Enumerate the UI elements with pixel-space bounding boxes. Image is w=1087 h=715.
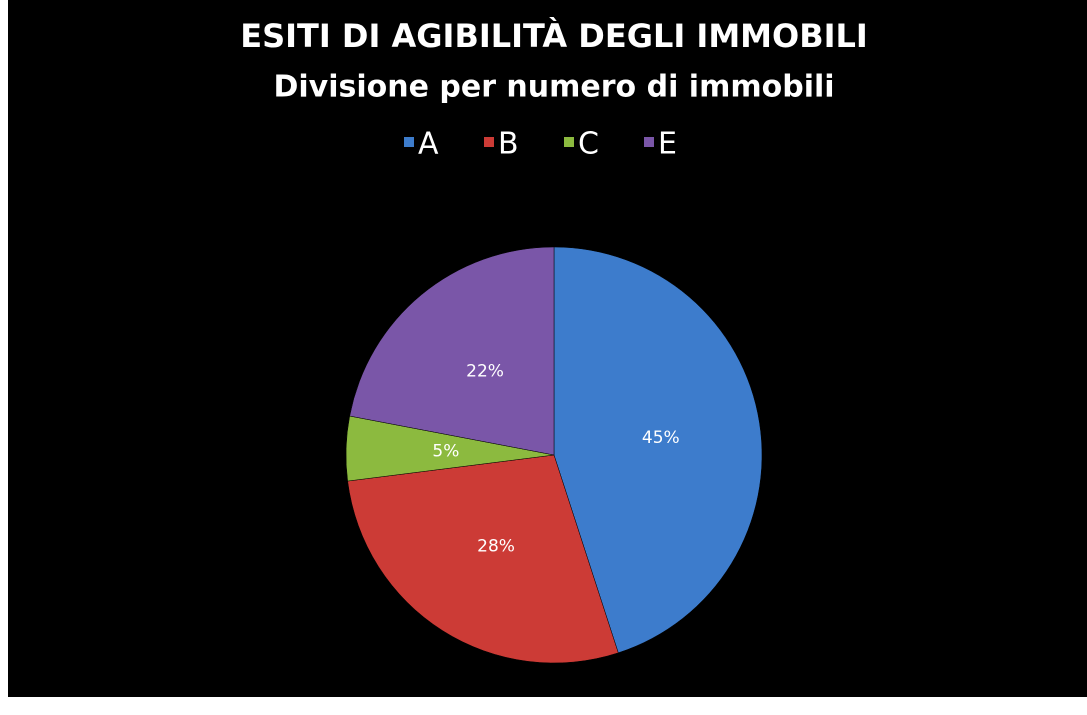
legend-label: A	[418, 127, 439, 162]
legend-label: B	[498, 127, 519, 162]
data-label: 22%	[466, 362, 504, 382]
legend-swatch	[404, 137, 414, 147]
pie-slice	[553, 246, 763, 654]
data-label: 45%	[642, 428, 680, 448]
data-label: 28%	[477, 536, 515, 556]
legend-swatch	[564, 137, 574, 147]
pie-slice	[347, 454, 619, 664]
chart-subtitle: Divisione per numero di immobili	[273, 70, 834, 105]
chart-title: ESITI DI AGIBILITÀ DEGLI IMMOBILI	[240, 17, 868, 55]
legend-swatch	[644, 137, 654, 147]
data-label: 5%	[432, 442, 459, 462]
legend-label: C	[578, 127, 599, 162]
pie-slice	[349, 246, 555, 456]
legend-label: E	[658, 127, 677, 162]
legend-swatch	[484, 137, 494, 147]
